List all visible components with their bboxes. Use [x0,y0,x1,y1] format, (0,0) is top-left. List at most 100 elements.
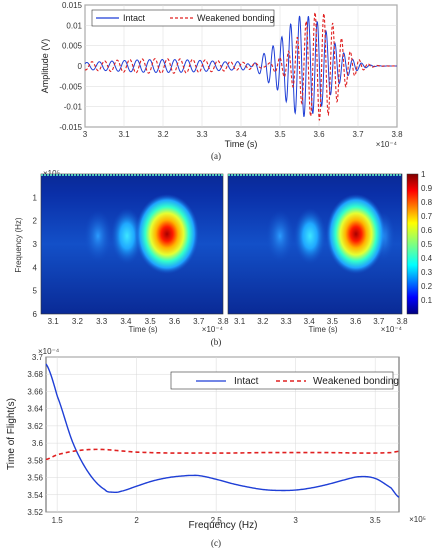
panel-b-x-tick-label: 3.2 [72,317,84,326]
panel-c-legend: Intact Weakened bonding [170,371,399,390]
panel-a-x-tick-label: 3.7 [352,130,364,139]
panel-a-y-tick-label: 0.005 [62,42,83,51]
heatmap-right [227,173,403,315]
panel-a-y-tick-label: 0.01 [66,21,82,30]
panel-c-x-tick-label: 2 [134,516,139,525]
panel-b-x-ticks-right: 3.1 3.2 3.3 3.4 3.5 3.6 3.7 3.8 [234,317,408,326]
panel-a-x-tick-label: 3.5 [274,130,286,139]
panel-b-x-tick-label: 3.5 [145,317,157,326]
panel-a-x-ticks: 3 3.1 3.2 3.3 3.4 3.5 3.6 3.7 3.8 [83,130,403,139]
panel-a-x-tick-label: 3.6 [313,130,325,139]
panel-b-x-tick-label: 3.7 [373,317,385,326]
panel-b-y-tick-label: 4 [33,263,38,272]
panel-a-x-tick-label: 3.8 [391,130,403,139]
panel-b-x-multiplier-left: ×10⁻⁴ [202,325,224,334]
panel-a-y-tick-label: 0.015 [62,1,83,10]
panel-a-weakened-line [84,12,398,121]
panel-c-x-ticks: 1.5 2 2.5 3 3.5 [52,516,382,525]
panel-c-x-multiplier: ×10⁵ [409,515,426,524]
panel-b-x-tick-label: 3.3 [96,317,108,326]
panel-c-y-label: Time of Flight(s) [6,398,17,470]
colorbar-ticks: 1 0.9 0.8 0.7 0.6 0.5 0.4 0.3 0.2 0.1 [421,170,432,305]
panel-b-x-tick-label: 3.6 [350,317,362,326]
panel-a-x-tick-label: 3.2 [157,130,169,139]
colorbar-tick-label: 0.8 [421,198,432,207]
panel-b-x-label-right: Time (s) [308,325,337,334]
panel-c-y-tick-label: 3.64 [27,405,43,414]
panel-c-y-tick-label: 3.52 [27,508,43,517]
panel-c-intact-line [45,363,400,498]
panel-a-x-tick-label: 3 [83,130,88,139]
panel-b-x-tick-label: 3.8 [396,317,408,326]
panel-a-x-multiplier: ×10⁻⁴ [376,140,398,149]
heatmap-left [40,173,224,315]
panel-b-x-tick-label: 3.1 [48,317,60,326]
panel-c-y-tick-label: 3.58 [27,456,43,465]
panel-c-y-tick-label: 3.66 [27,387,43,396]
panel-a-y-tick-label: 0 [78,62,83,71]
panel-b-x-multiplier-right: ×10⁻⁴ [381,325,403,334]
panel-b-y-multiplier: ×10⁵ [43,169,60,178]
panel-c-y-tick-label: 3.7 [32,353,44,362]
colorbar-tick-label: 0.4 [421,254,432,263]
panel-b-caption: (b) [211,337,222,347]
panel-c-x-label: Frequency (Hz) [189,520,258,531]
colorbar: 1 0.9 0.8 0.7 0.6 0.5 0.4 0.3 0.2 0.1 [406,170,432,315]
panel-c-caption: (c) [211,538,221,548]
panel-a-legend-weakened: Weakened bonding [197,13,274,23]
panel-c-legend-weakened: Weakened bonding [313,376,399,387]
panel-b-y-tick-label: 3 [33,240,38,249]
panel-b-x-tick-label: 3.3 [280,317,292,326]
panel-a-caption: (a) [211,151,221,161]
colorbar-tick-label: 0.2 [421,282,432,291]
colorbar-tick-label: 0.7 [421,212,432,221]
panel-a-x-tick-label: 3.1 [118,130,130,139]
panel-a: 0.015 0.01 0.005 0 -0.005 -0.01 -0.015 3 3.1 3.2… [40,1,403,161]
panel-c-x-tick-label: 1.5 [52,516,64,525]
panel-b-x-tick-label: 3.2 [257,317,269,326]
panel-c-y-tick-label: 3.56 [27,474,43,483]
colorbar-tick-label: 0.6 [421,226,432,235]
colorbar-tick-label: 0.5 [421,240,432,249]
panel-c-x-tick-label: 3.5 [370,516,382,525]
panel-b-x-tick-label: 3.6 [169,317,181,326]
panel-a-legend: Intact Weakened bonding [91,9,274,27]
panel-c-x-tick-label: 3 [293,516,298,525]
panel-b-x-tick-label: 3.5 [327,317,339,326]
colorbar-tick-label: 0.9 [421,184,432,193]
panel-c-y-tick-label: 3.68 [27,370,43,379]
panel-b-x-ticks-left: 3.1 3.2 3.3 3.4 3.5 3.6 3.7 3.8 [48,317,230,326]
panel-b-y-tick-label: 1 [33,193,38,202]
colorbar-tick-label: 0.3 [421,268,432,277]
panel-a-y-tick-label: -0.015 [59,123,82,132]
panel-b-x-tick-label: 3.8 [217,317,229,326]
panel-b-y-ticks: 1 2 3 4 5 6 [33,193,38,319]
panel-b-x-tick-label: 3.4 [120,317,132,326]
panel-a-x-label: Time (s) [225,139,258,149]
colorbar-tick-label: 1 [421,170,426,179]
panel-c-y-tick-label: 3.6 [32,439,44,448]
panel-b-y-tick-label: 2 [33,217,38,226]
panel-a-x-tick-label: 3.4 [235,130,247,139]
panel-b-y-tick-label: 6 [33,310,38,319]
panel-b-y-tick-label: 5 [33,287,38,296]
heatmap-left-hotspot [135,194,199,274]
panel-c-gridlines [46,356,399,513]
panel-a-y-tick-label: -0.005 [59,82,82,91]
panel-a-intact-line [84,15,397,118]
panel-c: ×10⁻⁴ 3.7 3.68 3.66 3.64 3.62 3.6 3.58 3.56 3.54… [6,347,426,548]
panel-c-y-tick-label: 3.54 [27,491,43,500]
panel-a-y-tick-label: -0.01 [64,103,83,112]
panel-a-x-tick-label: 3.3 [196,130,208,139]
panel-b-x-tick-label: 3.1 [234,317,246,326]
panel-b-x-tick-label: 3.7 [193,317,205,326]
panel-c-weakened-line [45,448,400,461]
panel-b-x-label-left: Time (s) [128,325,157,334]
panel-b-y-label: Frequency (Hz) [14,217,23,272]
panel-b: ×10⁵ 1 2 3 4 5 6 3.1 3.2 3.3 3.4 3.5 3.6 3.7 3.8 3.1… [14,169,432,347]
panel-a-legend-intact: Intact [123,13,146,23]
heatmap-right-hotspot [326,194,386,274]
panel-c-y-ticks: 3.7 3.68 3.66 3.64 3.62 3.6 3.58 3.56 3.54 3.52 [27,353,43,517]
colorbar-tick-label: 0.1 [421,296,432,305]
